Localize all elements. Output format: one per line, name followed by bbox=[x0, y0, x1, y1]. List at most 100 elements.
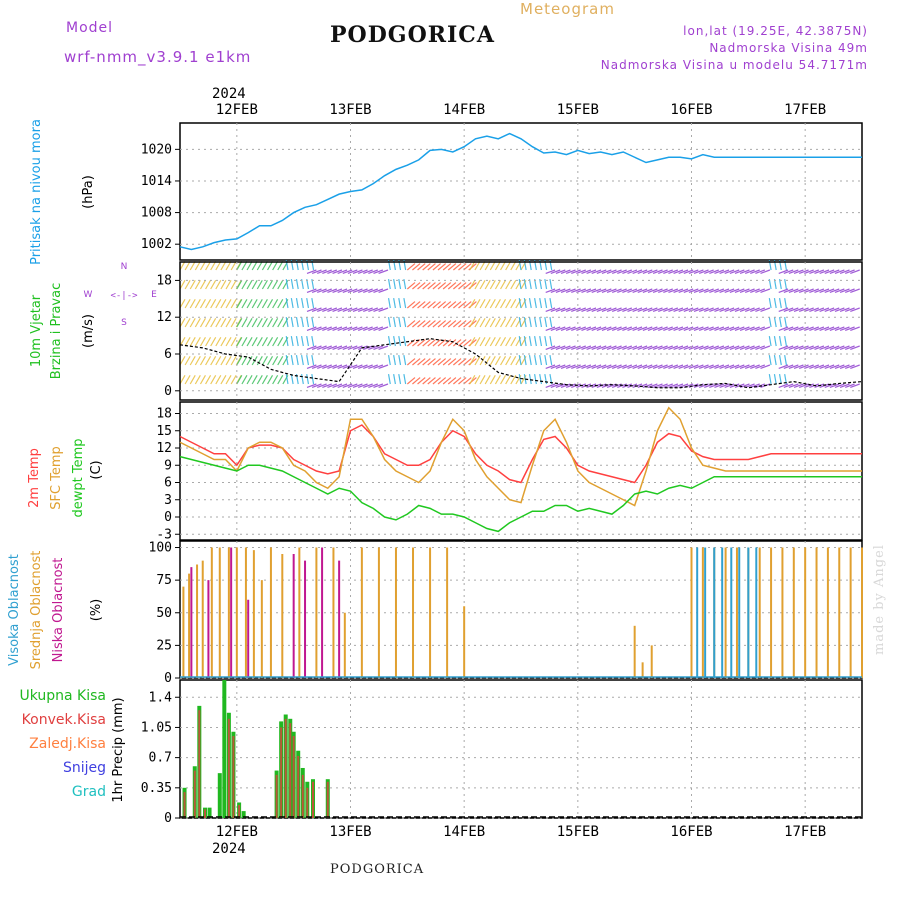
wind-barb bbox=[586, 326, 597, 331]
wind-barb bbox=[437, 377, 447, 385]
wind-barb bbox=[809, 364, 820, 369]
wind-barb bbox=[845, 307, 855, 312]
panel-ylabel: 10m Vjetar bbox=[29, 294, 44, 367]
wind-barb bbox=[406, 301, 416, 309]
wind-barb bbox=[474, 261, 481, 271]
wind-barb bbox=[819, 345, 830, 350]
wind-barb bbox=[739, 364, 750, 369]
wind-barb bbox=[500, 280, 507, 290]
wind-barb bbox=[545, 383, 556, 388]
wind-barb bbox=[549, 279, 553, 290]
temperature-ytick-label: -3 bbox=[156, 527, 172, 542]
wind-barb bbox=[709, 383, 719, 388]
panel-ylabel: 2m Temp bbox=[27, 448, 42, 508]
wind-barb bbox=[373, 383, 384, 388]
wind-barb bbox=[709, 364, 719, 369]
wind-barb bbox=[230, 318, 237, 328]
wind-barb bbox=[606, 307, 617, 312]
compass-s: S bbox=[121, 318, 127, 328]
wind-barb bbox=[560, 307, 571, 312]
wind-barb bbox=[306, 326, 317, 331]
wind-barb bbox=[647, 269, 658, 274]
wind-barb bbox=[322, 288, 332, 293]
wind-barb bbox=[422, 339, 431, 347]
wind-barb bbox=[719, 269, 730, 274]
wind-barb bbox=[596, 364, 607, 369]
wind-barb bbox=[479, 337, 486, 347]
wind-barb bbox=[744, 345, 755, 350]
wind-barb bbox=[739, 307, 750, 312]
wind-barb bbox=[387, 298, 391, 309]
wind-barb bbox=[306, 364, 317, 369]
wind-barb bbox=[555, 326, 566, 331]
wind-barb bbox=[809, 288, 820, 293]
wind-barb bbox=[750, 288, 760, 293]
precip-bar-conv bbox=[232, 736, 235, 818]
wind-barb bbox=[230, 299, 237, 309]
wind-barb bbox=[678, 383, 689, 388]
wind-barb bbox=[809, 307, 820, 312]
wind-barb bbox=[427, 339, 436, 347]
wind-barb bbox=[332, 345, 343, 350]
wind-barb bbox=[210, 356, 217, 366]
wind-barb bbox=[442, 339, 452, 347]
wind-barb bbox=[678, 345, 689, 350]
wind-barb bbox=[739, 288, 750, 293]
cloud-ytick-label: 75 bbox=[156, 573, 172, 588]
wind-barb bbox=[755, 307, 766, 312]
wind-barb bbox=[494, 261, 501, 271]
wind-barb bbox=[184, 318, 191, 328]
wind-barb bbox=[606, 269, 617, 274]
wind-barb bbox=[189, 261, 196, 271]
wind-barb bbox=[479, 299, 486, 309]
wind-barb bbox=[555, 364, 566, 369]
wind-barb bbox=[378, 288, 389, 293]
wind-barb bbox=[750, 269, 760, 274]
wind-barb bbox=[518, 279, 522, 290]
wind-barb bbox=[215, 299, 222, 309]
wind-ytick-label: 18 bbox=[156, 273, 172, 288]
wind-barb bbox=[199, 337, 206, 347]
wind-barb bbox=[534, 355, 537, 366]
wind-barb bbox=[236, 375, 243, 385]
wind-barb bbox=[539, 336, 543, 347]
wind-barb bbox=[845, 383, 855, 388]
wind-barb bbox=[398, 298, 402, 309]
wind-barb bbox=[285, 298, 289, 309]
wind-barb bbox=[652, 269, 663, 274]
wind-barb bbox=[678, 326, 689, 331]
wind-barb bbox=[510, 299, 517, 309]
wind-barb bbox=[246, 375, 253, 385]
wind-barb bbox=[750, 364, 760, 369]
wind-barb bbox=[285, 317, 289, 328]
wind-barb bbox=[432, 301, 441, 309]
wind-barb bbox=[256, 356, 263, 366]
wind-barb bbox=[352, 288, 363, 293]
wind-barb bbox=[256, 337, 263, 347]
precip-bar-total bbox=[241, 811, 246, 818]
wind-barb bbox=[489, 375, 496, 385]
wind-barb bbox=[539, 355, 543, 366]
wind-barb bbox=[673, 345, 684, 350]
wind-barb bbox=[458, 358, 467, 366]
wind-barb bbox=[261, 337, 268, 347]
wind-barb bbox=[474, 337, 481, 347]
wind-barb bbox=[277, 299, 284, 309]
wind-barb bbox=[199, 261, 206, 271]
wind-barb bbox=[387, 355, 391, 366]
wind-barb bbox=[555, 269, 566, 274]
wind-barb bbox=[834, 364, 845, 369]
wind-barb bbox=[194, 356, 201, 366]
wind-barb bbox=[494, 299, 501, 309]
wind-barb bbox=[505, 318, 512, 328]
wind-barb bbox=[246, 318, 253, 328]
wind-barb bbox=[403, 317, 407, 328]
wind-barb bbox=[565, 307, 576, 312]
wind-barb bbox=[565, 345, 576, 350]
wind-barb bbox=[601, 269, 612, 274]
wind-barb bbox=[596, 307, 607, 312]
precip-bar-conv bbox=[311, 781, 314, 818]
precip-bar-conv bbox=[227, 718, 230, 818]
wind-barb bbox=[560, 326, 571, 331]
year-label-top: 2024 bbox=[212, 86, 246, 102]
